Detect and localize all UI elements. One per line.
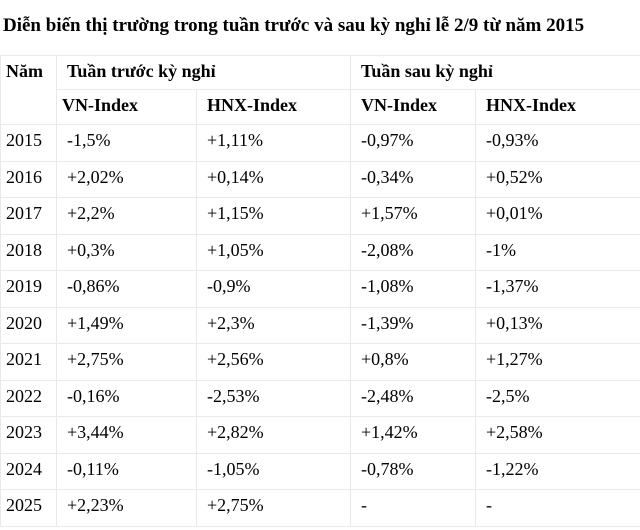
header-sub-row: VN-Index HNX-Index VN-Index HNX-Index	[1, 89, 640, 125]
cell-year: 2025	[0, 489, 57, 527]
cell-before-hnx: +1,11%	[196, 124, 351, 162]
table-row-2018: 2018 +0,3% +1,05% -2,08% -1%	[0, 233, 640, 271]
header-group-row: Năm Tuần trước kỳ nghỉ Tuần sau kỳ nghỉ	[0, 55, 640, 125]
table-row-2025: 2025 +2,23% +2,75% - -	[0, 489, 640, 527]
cell-year: 2018	[0, 233, 57, 271]
cell-before-hnx: +2,75%	[196, 489, 351, 527]
subheader-after-hnx-index: HNX-Index	[475, 89, 640, 125]
cell-before-vn: +2,2%	[56, 197, 197, 235]
table-row-2023: 2023 +3,44% +2,82% +1,42% +2,58%	[0, 416, 640, 454]
cell-year: 2015	[0, 124, 57, 162]
header-week-before-holiday: Tuần trước kỳ nghỉ	[56, 55, 351, 90]
cell-before-vn: +2,23%	[56, 489, 197, 527]
cell-after-vn: -2,08%	[350, 233, 476, 271]
cell-before-vn: -0,11%	[56, 452, 197, 490]
header-week-after-holiday: Tuần sau kỳ nghỉ	[350, 55, 640, 90]
cell-after-hnx: +0,13%	[475, 306, 640, 344]
cell-before-hnx: -2,53%	[196, 379, 351, 417]
market-table: Năm Tuần trước kỳ nghỉ Tuần sau kỳ nghỉ …	[0, 55, 640, 527]
table-row-2020: 2020 +1,49% +2,3% -1,39% +0,13%	[0, 306, 640, 344]
header-year: Năm	[0, 55, 57, 125]
cell-after-hnx: -1,37%	[475, 270, 640, 308]
cell-year: 2016	[0, 160, 57, 198]
cell-after-vn: +1,57%	[350, 197, 476, 235]
cell-before-vn: +0,3%	[56, 233, 197, 271]
cell-year: 2023	[0, 416, 57, 454]
table-row-2021: 2021 +2,75% +2,56% +0,8% +1,27%	[0, 343, 640, 381]
cell-after-hnx: +0,52%	[475, 160, 640, 198]
cell-before-hnx: +1,05%	[196, 233, 351, 271]
cell-year: 2024	[0, 452, 57, 490]
table-row-2024: 2024 -0,11% -1,05% -0,78% -1,22%	[0, 452, 640, 490]
cell-after-vn: -0,78%	[350, 452, 476, 490]
cell-after-hnx: -1,22%	[475, 452, 640, 490]
cell-before-vn: +3,44%	[56, 416, 197, 454]
cell-before-vn: -0,86%	[56, 270, 197, 308]
cell-before-vn: +2,02%	[56, 160, 197, 198]
cell-after-hnx: +2,58%	[475, 416, 640, 454]
cell-after-hnx: -1%	[475, 233, 640, 271]
cell-before-vn: -0,16%	[56, 379, 197, 417]
cell-before-hnx: +2,82%	[196, 416, 351, 454]
table-row-2019: 2019 -0,86% -0,9% -1,08% -1,37%	[0, 270, 640, 308]
cell-after-vn: -2,48%	[350, 379, 476, 417]
cell-year: 2020	[0, 306, 57, 344]
cell-after-vn: -1,08%	[350, 270, 476, 308]
cell-before-hnx: +1,15%	[196, 197, 351, 235]
cell-before-hnx: +2,56%	[196, 343, 351, 381]
table-row-2022: 2022 -0,16% -2,53% -2,48% -2,5%	[0, 379, 640, 417]
subheader-after-vn-index: VN-Index	[350, 89, 476, 125]
cell-year: 2021	[0, 343, 57, 381]
cell-before-vn: +2,75%	[56, 343, 197, 381]
cell-after-hnx: -2,5%	[475, 379, 640, 417]
cell-after-hnx: +0,01%	[475, 197, 640, 235]
cell-after-hnx: -0,93%	[475, 124, 640, 162]
cell-after-vn: +1,42%	[350, 416, 476, 454]
table-row-2015: 2015 -1,5% +1,11% -0,97% -0,93%	[0, 124, 640, 162]
cell-before-vn: -1,5%	[56, 124, 197, 162]
cell-after-vn: -0,34%	[350, 160, 476, 198]
cell-after-vn: -1,39%	[350, 306, 476, 344]
cell-before-hnx: +2,3%	[196, 306, 351, 344]
table-row-2016: 2016 +2,02% +0,14% -0,34% +0,52%	[0, 160, 640, 198]
cell-year: 2019	[0, 270, 57, 308]
cell-after-vn: -	[350, 489, 476, 527]
cell-after-hnx: +1,27%	[475, 343, 640, 381]
subheader-before-vn-index: VN-Index	[56, 89, 197, 125]
cell-before-hnx: +0,14%	[196, 160, 351, 198]
cell-before-hnx: -0,9%	[196, 270, 351, 308]
cell-after-vn: +0,8%	[350, 343, 476, 381]
cell-year: 2022	[0, 379, 57, 417]
cell-year: 2017	[0, 197, 57, 235]
cell-before-vn: +1,49%	[56, 306, 197, 344]
cell-after-vn: -0,97%	[350, 124, 476, 162]
cell-before-hnx: -1,05%	[196, 452, 351, 490]
table-body: 2015 -1,5% +1,11% -0,97% -0,93% 2016 +2,…	[0, 124, 640, 527]
cell-after-hnx: -	[475, 489, 640, 527]
page: Diễn biến thị trường trong tuần trước và…	[0, 13, 640, 527]
page-title: Diễn biến thị trường trong tuần trước và…	[3, 15, 585, 36]
table-row-2017: 2017 +2,2% +1,15% +1,57% +0,01%	[0, 197, 640, 235]
subheader-before-hnx-index: HNX-Index	[196, 89, 351, 125]
